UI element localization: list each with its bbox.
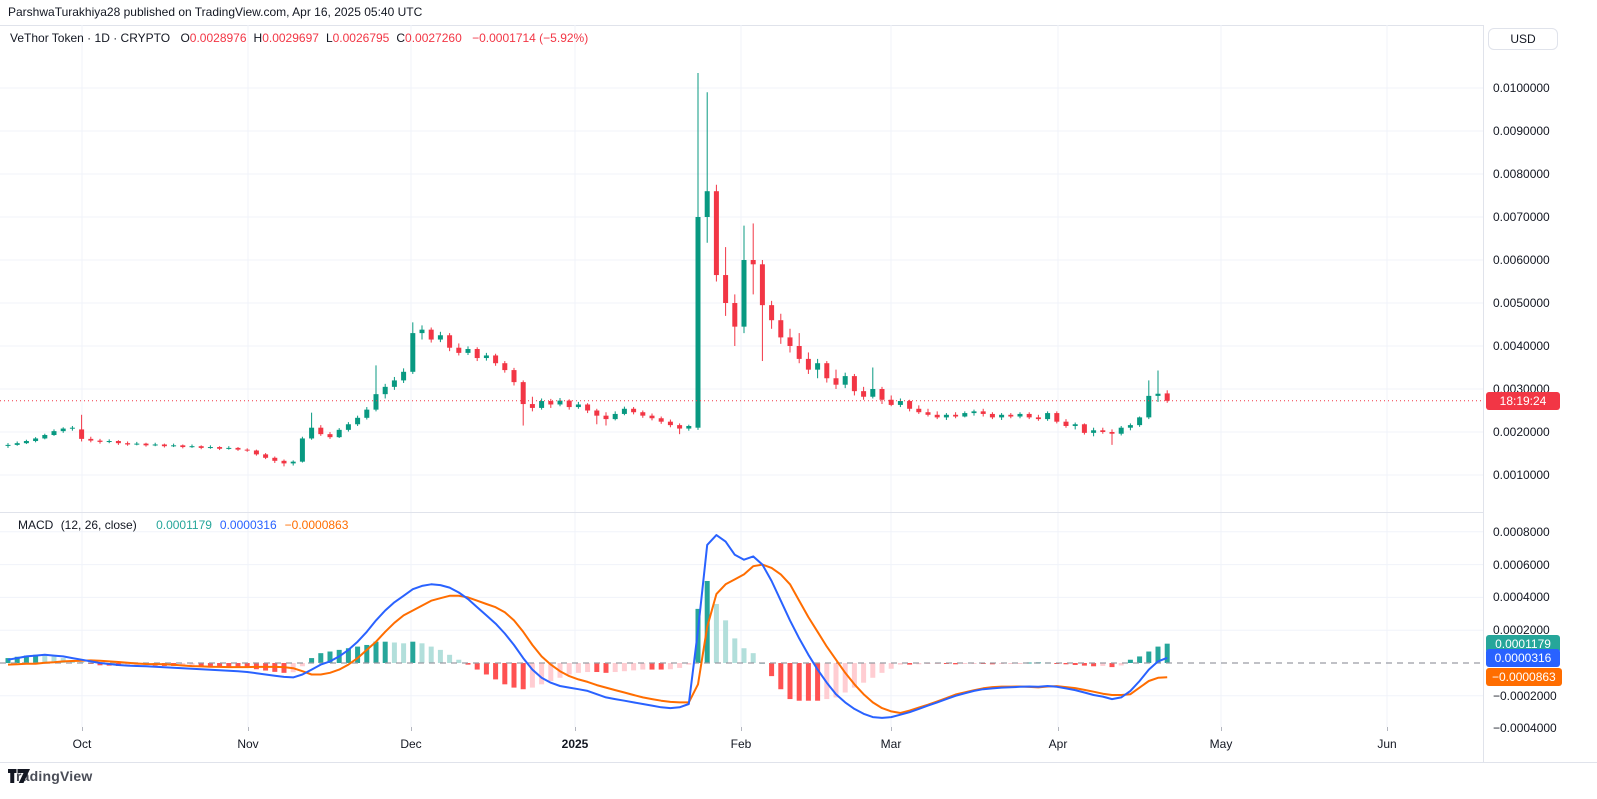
publish-attribution: ParshwaTurakhiya28 published on TradingV… [8,5,423,19]
tradingview-logo-text: TradingView [8,768,93,784]
ohlc-key: L [325,31,333,45]
macd-values: 0.0001179 0.0000316 −0.0000863 [148,518,348,532]
time-tick [741,727,742,731]
time-scale[interactable]: Oct Nov Dec 2025 Feb Mar Apr May Jun [0,727,1483,762]
macd-title[interactable]: MACD [18,518,54,532]
macd-status-line[interactable]: MACD (12, 26, close) 0.0001179 0.0000316−… [10,518,348,532]
time-tick [411,727,412,731]
time-tick [575,727,576,731]
tradingview-logo-icon [8,769,30,783]
macd-params: (12, 26, close) [60,518,137,532]
macd-axis-label: 0.0006000 [1493,557,1550,572]
price-axis-label: 0.0060000 [1493,253,1550,267]
macd-value-badge: 0.0001179 [1486,635,1560,653]
currency-button[interactable]: USD [1488,28,1558,50]
ohlc-key: O [180,31,190,45]
price-axis-label: 0.0050000 [1493,296,1550,310]
macd-axis-label: 0.0004000 [1493,590,1550,605]
macd-axis-label: −0.0002000 [1493,688,1557,703]
macd-value-badge: 0.0000316 [1486,649,1560,667]
ohlc-values: O0.0028976 H0.0029697 L0.0026795 C0.0027260 [173,31,461,45]
time-tick [82,727,83,731]
price-axis-label: 0.0100000 [1493,81,1550,95]
time-label-oct: Oct [72,737,92,751]
price-pane-chart[interactable] [0,25,1483,512]
change-value: −0.0001714 (−5.92%) [472,31,589,45]
header-divider [0,25,1597,26]
ohlc-value: 0.0028976 [189,31,247,45]
time-label-dec: Dec [400,737,422,751]
price-axis-label: 0.0040000 [1493,339,1550,353]
macd-status-value-histogram: 0.0001179 [156,518,212,532]
macd-axis-label: 0.0008000 [1493,524,1550,539]
macd-value-badge: −0.0000863 [1486,668,1562,686]
price-scale-divider [1483,25,1484,762]
time-tick [891,727,892,731]
macd-line [7,534,1168,719]
countdown-badge: 18:19:24 [1486,391,1560,410]
ohlc-value: 0.0029697 [262,31,319,45]
time-label-feb: Feb [730,737,752,751]
macd-pane-chart[interactable] [0,512,1483,727]
macd-status-value-signal: −0.0000863 [284,518,349,532]
time-label-2025: 2025 [561,737,589,751]
interval-label[interactable]: 1D [94,31,110,45]
macd-axis-label: −0.0004000 [1493,721,1557,735]
time-tick [1387,727,1388,731]
ohlc-value: 0.0026795 [332,31,390,45]
price-axis-label: 0.0080000 [1493,167,1550,181]
ohlc-value: 0.0027260 [405,31,462,45]
time-label-apr: Apr [1048,737,1068,751]
time-label-mar: Mar [880,737,902,751]
price-scale[interactable]: USD 0.0100000 0.0090000 0.0080000 0.0070000… [1484,25,1597,762]
time-label-may: May [1209,737,1233,751]
price-axis-label: 0.0010000 [1493,468,1550,482]
time-tick [248,727,249,731]
separator-dot: · [109,31,121,45]
time-tick [1058,727,1059,731]
symbol-status-line[interactable]: VeThor Token · 1D · CRYPTO O0.0028976 H0.… [10,31,588,45]
macd-status-value-macd: 0.0000316 [219,518,277,532]
ohlc-key: C [396,31,406,45]
exchange-label: CRYPTO [120,31,171,45]
time-label-nov: Nov [237,737,259,751]
time-tick [1221,727,1222,731]
price-axis-label: 0.0020000 [1493,425,1550,439]
time-label-jun: Jun [1377,737,1397,751]
macd-axis-label: 0.0002000 [1493,623,1550,638]
pane-divider[interactable] [0,512,1597,513]
tradingview-logo[interactable]: TradingView [8,768,92,784]
symbol-name[interactable]: VeThor Token [10,31,84,45]
footer-divider [0,762,1597,763]
candles [5,72,1170,467]
price-axis-label: 0.0090000 [1493,124,1550,138]
ohlc-key: H [253,31,263,45]
separator-dot: · [87,31,95,45]
price-axis-label: 0.0070000 [1493,210,1550,224]
